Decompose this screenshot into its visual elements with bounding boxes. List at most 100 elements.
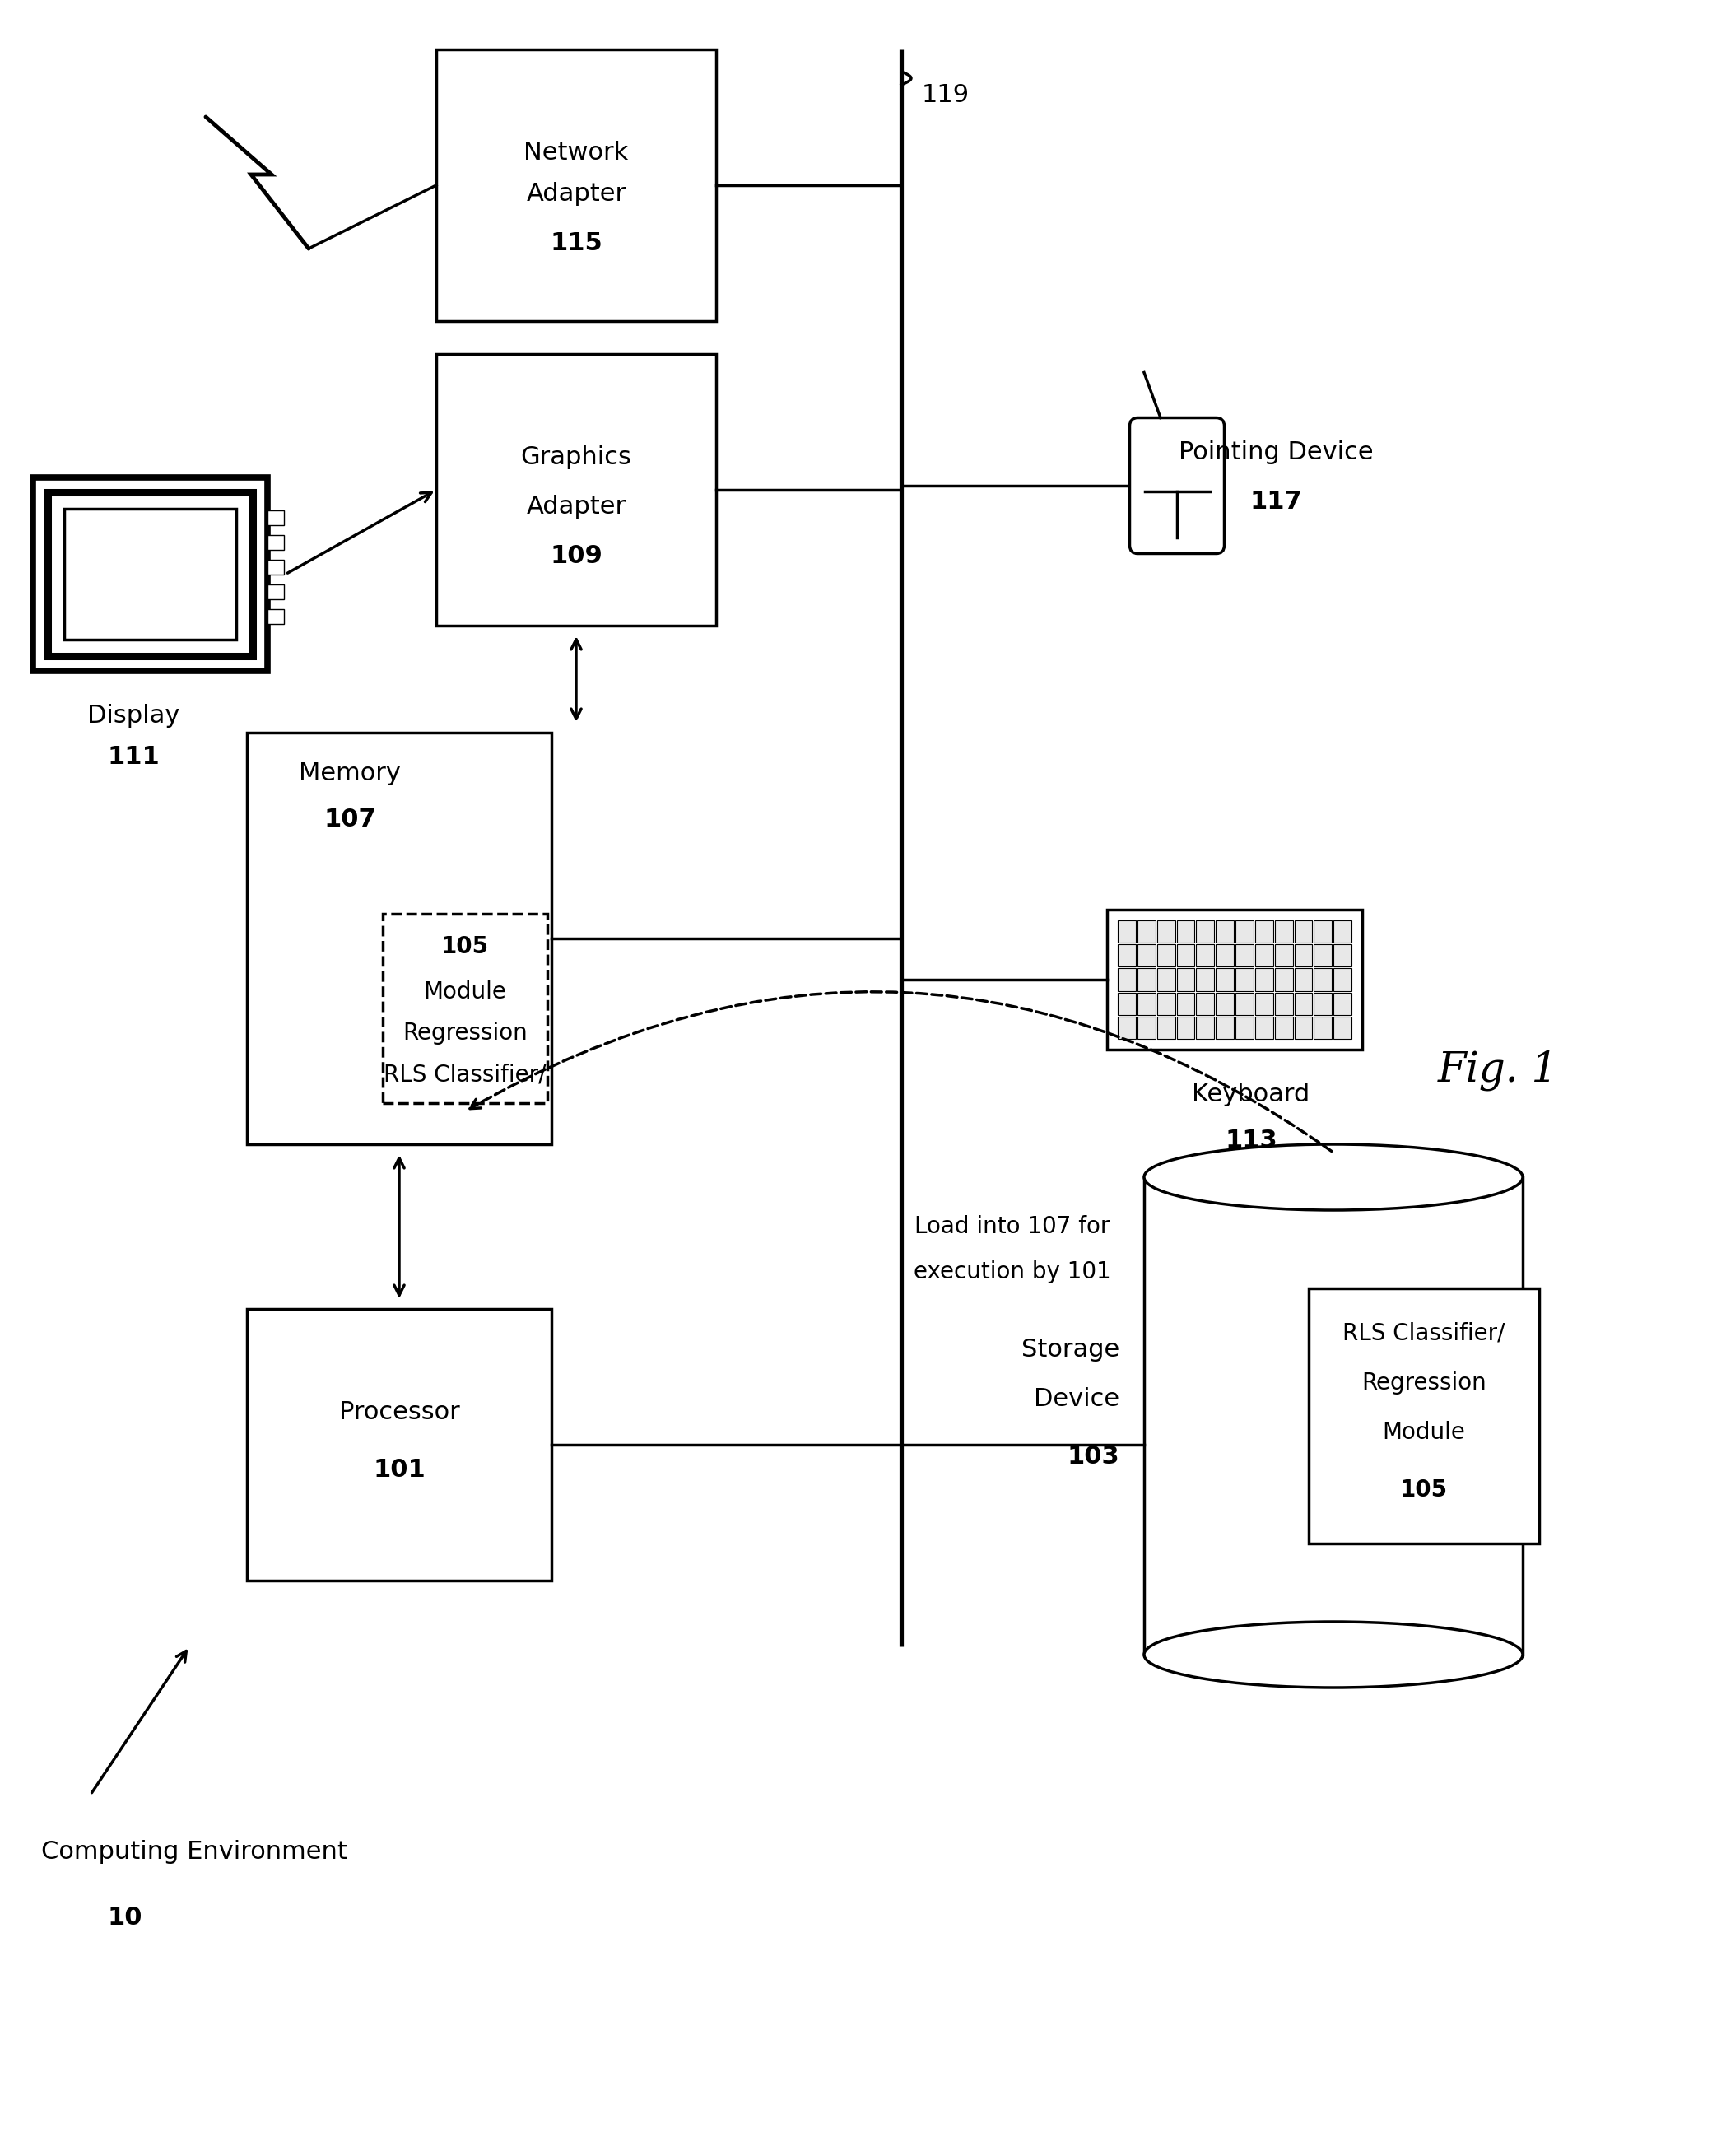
Bar bbox=[1294, 968, 1313, 992]
Bar bbox=[1313, 992, 1332, 1015]
Bar bbox=[1118, 921, 1135, 942]
Bar bbox=[1137, 921, 1156, 942]
Text: 10: 10 bbox=[106, 1906, 142, 1930]
Bar bbox=[1275, 1015, 1293, 1039]
Bar bbox=[1334, 992, 1351, 1015]
Bar bbox=[1313, 921, 1332, 942]
Text: Module: Module bbox=[423, 981, 507, 1003]
Text: RLS Classifier/: RLS Classifier/ bbox=[383, 1063, 546, 1087]
Bar bbox=[1236, 944, 1253, 966]
Bar bbox=[1137, 992, 1156, 1015]
FancyBboxPatch shape bbox=[1130, 418, 1224, 554]
Text: Regression: Regression bbox=[1361, 1371, 1486, 1395]
Bar bbox=[1118, 968, 1135, 992]
Bar bbox=[1255, 921, 1274, 942]
Text: Display: Display bbox=[87, 705, 180, 729]
Text: Pointing Device: Pointing Device bbox=[1178, 440, 1373, 466]
Text: 119: 119 bbox=[921, 82, 969, 106]
Bar bbox=[1334, 1015, 1351, 1039]
Text: Regression: Regression bbox=[402, 1022, 527, 1046]
Bar bbox=[1157, 921, 1174, 942]
Bar bbox=[1137, 1015, 1156, 1039]
Bar bbox=[247, 1309, 551, 1580]
Text: 109: 109 bbox=[550, 543, 603, 567]
Bar bbox=[1334, 944, 1351, 966]
Text: 117: 117 bbox=[1250, 489, 1301, 513]
Bar bbox=[1313, 944, 1332, 966]
Bar bbox=[1255, 968, 1274, 992]
Text: Computing Environment: Computing Environment bbox=[41, 1841, 348, 1865]
Bar bbox=[1137, 944, 1156, 966]
Bar bbox=[1308, 1289, 1539, 1544]
Text: Network: Network bbox=[524, 140, 628, 164]
Bar bbox=[1275, 992, 1293, 1015]
Bar bbox=[247, 733, 551, 1145]
Text: Device: Device bbox=[1034, 1388, 1120, 1412]
Bar bbox=[267, 511, 284, 526]
Text: 105: 105 bbox=[1400, 1479, 1448, 1501]
Bar bbox=[1197, 921, 1214, 942]
Bar bbox=[1236, 1015, 1253, 1039]
Text: Processor: Processor bbox=[339, 1399, 459, 1423]
Bar bbox=[1294, 921, 1313, 942]
Bar bbox=[383, 914, 548, 1104]
Text: execution by 101: execution by 101 bbox=[914, 1261, 1111, 1283]
Bar bbox=[1197, 992, 1214, 1015]
Bar bbox=[1118, 1015, 1135, 1039]
Text: 101: 101 bbox=[373, 1457, 425, 1481]
Bar bbox=[1176, 944, 1195, 966]
Text: 105: 105 bbox=[442, 936, 490, 957]
Text: Keyboard: Keyboard bbox=[1192, 1082, 1310, 1106]
Bar bbox=[267, 610, 284, 623]
Bar bbox=[1236, 921, 1253, 942]
Text: 103: 103 bbox=[1067, 1445, 1120, 1468]
Bar bbox=[1255, 992, 1274, 1015]
Bar bbox=[1176, 968, 1195, 992]
Bar bbox=[1313, 968, 1332, 992]
Bar bbox=[1294, 992, 1313, 1015]
Bar bbox=[65, 509, 236, 640]
Bar bbox=[1275, 921, 1293, 942]
Bar bbox=[1197, 1015, 1214, 1039]
Bar bbox=[1197, 968, 1214, 992]
Bar bbox=[1216, 968, 1234, 992]
Bar bbox=[1157, 992, 1174, 1015]
Bar bbox=[1137, 968, 1156, 992]
Bar bbox=[1255, 1015, 1274, 1039]
Bar bbox=[1236, 968, 1253, 992]
Bar bbox=[1157, 944, 1174, 966]
Bar bbox=[1294, 1015, 1313, 1039]
Bar bbox=[1118, 992, 1135, 1015]
Bar bbox=[1176, 992, 1195, 1015]
Text: Storage: Storage bbox=[1022, 1339, 1120, 1363]
Bar bbox=[48, 492, 253, 655]
Text: Module: Module bbox=[1382, 1421, 1465, 1445]
Bar bbox=[437, 354, 716, 625]
Bar bbox=[1275, 944, 1293, 966]
Bar bbox=[1157, 1015, 1174, 1039]
Bar bbox=[1334, 921, 1351, 942]
Bar bbox=[1275, 968, 1293, 992]
Bar bbox=[437, 50, 716, 321]
Text: Fig. 1: Fig. 1 bbox=[1438, 1050, 1558, 1091]
Bar bbox=[1255, 944, 1274, 966]
Bar bbox=[1313, 1015, 1332, 1039]
Bar bbox=[267, 584, 284, 599]
Ellipse shape bbox=[1144, 1145, 1522, 1210]
Bar bbox=[1334, 968, 1351, 992]
Text: Adapter: Adapter bbox=[526, 494, 627, 517]
Text: 111: 111 bbox=[108, 746, 159, 770]
Text: RLS Classifier/: RLS Classifier/ bbox=[1342, 1322, 1505, 1345]
Bar bbox=[1176, 1015, 1195, 1039]
Bar bbox=[1236, 992, 1253, 1015]
Bar bbox=[267, 561, 284, 576]
Text: 113: 113 bbox=[1224, 1128, 1277, 1151]
Text: Load into 107 for: Load into 107 for bbox=[914, 1216, 1109, 1238]
Bar bbox=[1157, 968, 1174, 992]
Bar bbox=[1118, 944, 1135, 966]
Text: Graphics: Graphics bbox=[520, 444, 632, 468]
Bar bbox=[33, 476, 267, 671]
Bar bbox=[1216, 921, 1234, 942]
Bar bbox=[1216, 992, 1234, 1015]
Bar bbox=[1216, 1015, 1234, 1039]
